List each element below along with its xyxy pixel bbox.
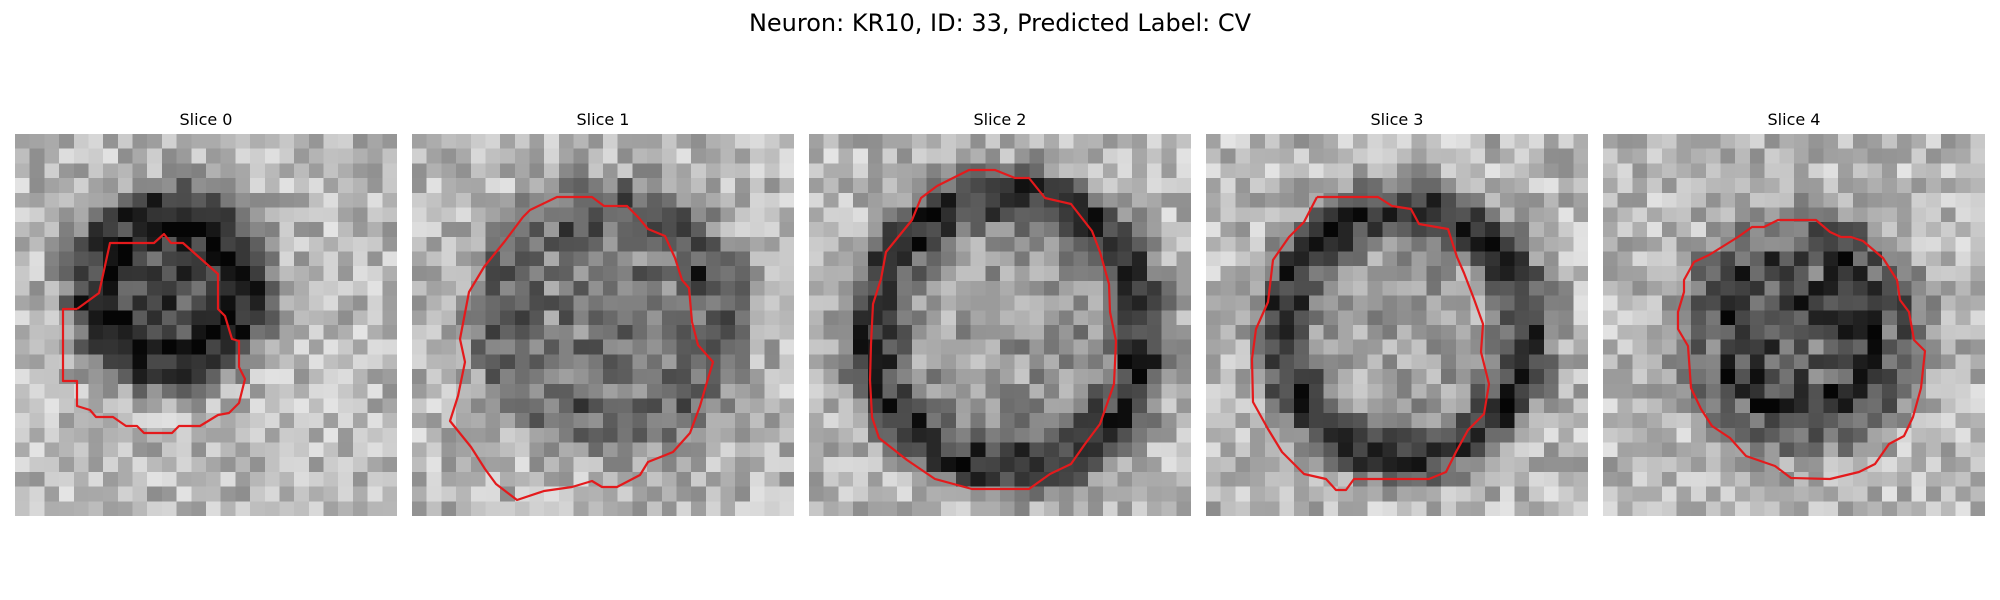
microscopy-image [15,134,397,516]
slice-image [1603,134,1985,516]
slice-image [15,134,397,516]
roi-contour [448,195,715,502]
slice-image [809,134,1191,516]
slice-image [412,134,794,516]
slice-panel-2: Slice 2 [809,110,1191,516]
slice-title: Slice 1 [576,110,630,129]
figure-title: Neuron: KR10, ID: 33, Predicted Label: C… [748,9,1252,37]
roi-contour [1250,195,1491,492]
slice-panel-0: Slice 0 [15,110,397,516]
slice-panel-4: Slice 4 [1603,110,1985,516]
roi-contour [868,168,1118,491]
microscopy-image [1603,134,1985,516]
slice-title: Slice 3 [1370,110,1424,129]
slice-image [1206,134,1588,516]
slice-panel-1: Slice 1 [412,110,794,516]
roi-contour [61,232,247,435]
slice-title: Slice 4 [1767,110,1821,129]
microscopy-image [1206,134,1588,516]
slice-title: Slice 0 [179,110,233,129]
slice-title: Slice 2 [973,110,1027,129]
slice-panel-3: Slice 3 [1206,110,1588,516]
roi-contour [1676,218,1927,481]
